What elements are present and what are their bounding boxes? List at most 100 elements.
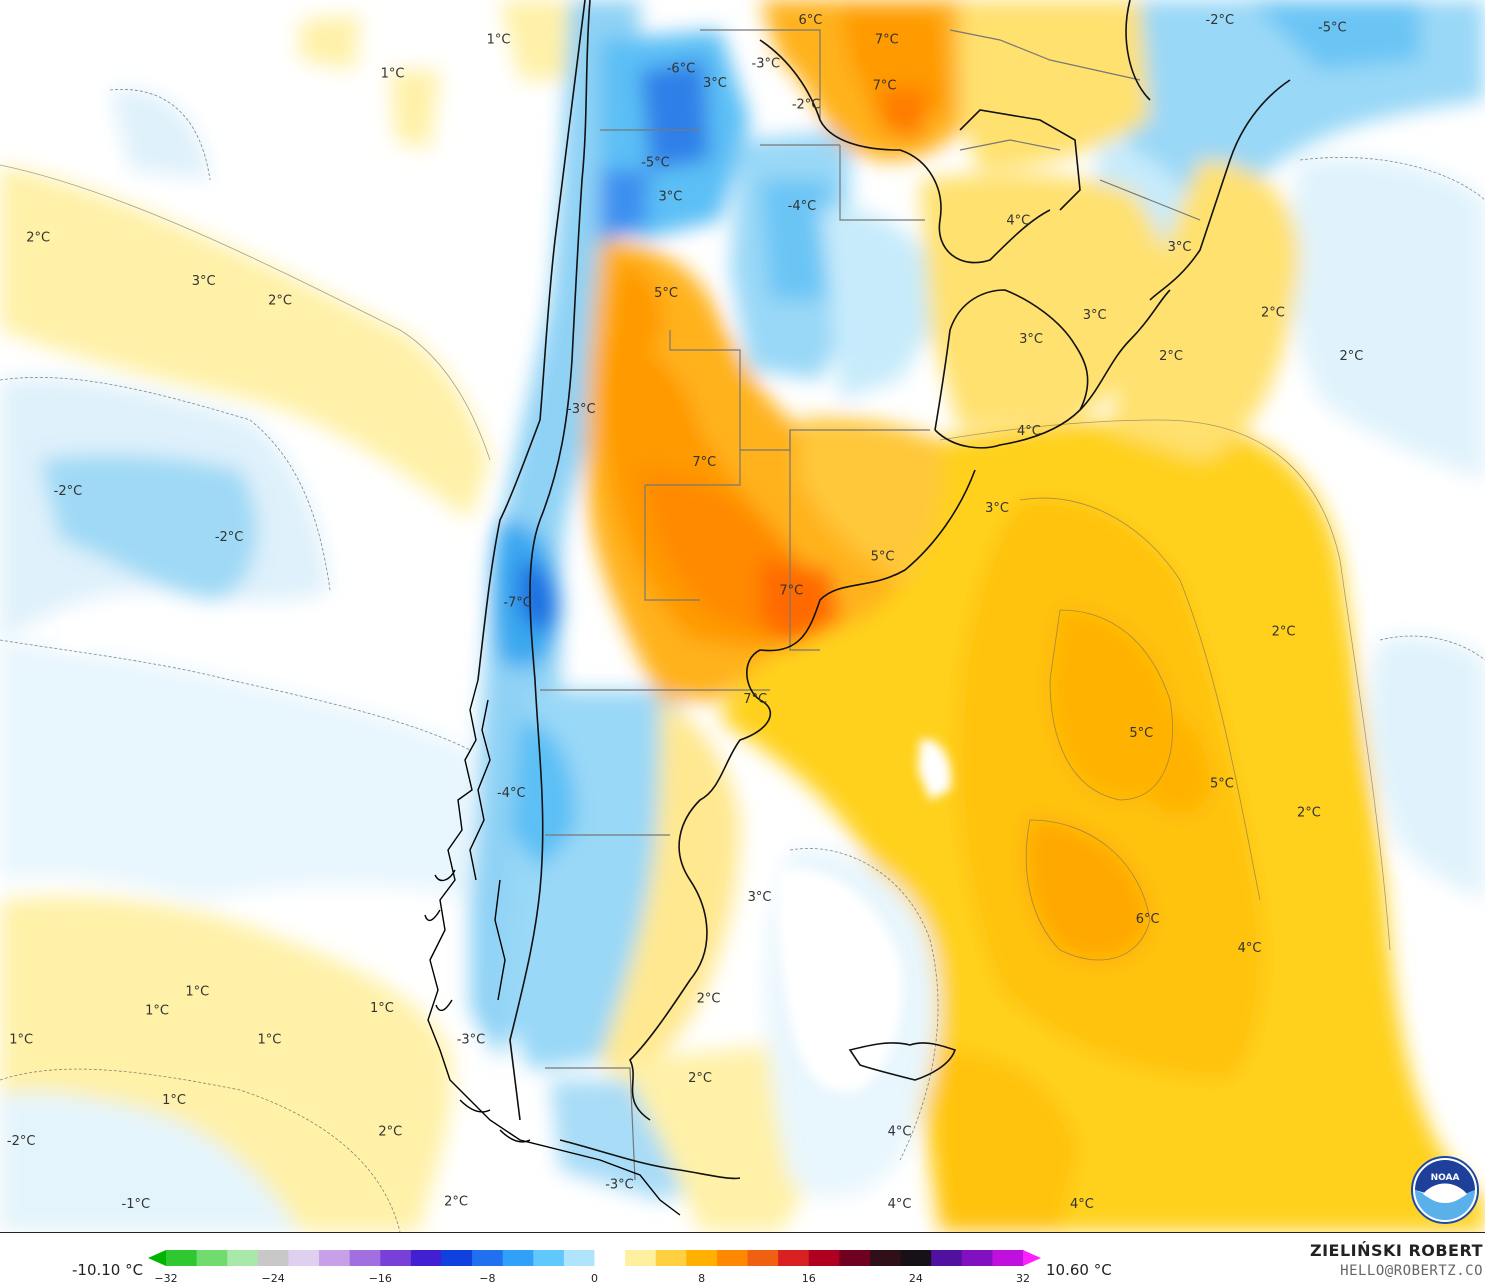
colorbar-tick-label: −16 (368, 1272, 392, 1285)
temperature-label: -2°C (215, 530, 244, 545)
colorbar-swatch (563, 1250, 596, 1266)
province-borders (540, 29, 1201, 1181)
temperature-label: 2°C (444, 1194, 468, 1209)
temperature-label: 2°C (268, 293, 292, 308)
archipelago (424, 679, 681, 1216)
colorbar-swatch (655, 1250, 687, 1266)
temperature-label: 1°C (257, 1033, 281, 1048)
temperature-label: 4°C (1238, 941, 1262, 956)
temperature-label: 3°C (703, 76, 727, 91)
temperature-anomaly-map: 1°C 1°C 6°C 7°C -2°C -5°C -6°C -3°C 3°C 7°C -2°C -5… (0, 0, 1485, 1233)
temperature-label: 4°C (1070, 1197, 1094, 1212)
temperature-label: 3°C (748, 890, 772, 905)
temperature-label: -2°C (54, 484, 83, 499)
colorbar-swatch (502, 1250, 534, 1266)
temperature-label: -3°C (567, 402, 596, 417)
colorbar-swatch (533, 1250, 565, 1266)
colorbar-swatch (992, 1250, 1024, 1266)
colorbar-swatch (625, 1250, 657, 1266)
author-name: ZIELIŃSKI ROBERT (1309, 1241, 1483, 1260)
colorbar-swatch (931, 1250, 963, 1266)
temperature-label: 1°C (145, 1004, 169, 1019)
colorbar-tick-label: −24 (261, 1272, 285, 1285)
temperature-label: -7°C (503, 595, 532, 610)
colorbar-swatch (227, 1250, 259, 1266)
colorbar-swatch (257, 1250, 290, 1266)
color-legend: -10.10 °C −32 −24 −16 −8 0 8 16 24 32 10.60 °C Z… (0, 1233, 1485, 1287)
colorbar-swatch (808, 1250, 840, 1266)
colorbar-swatch (319, 1250, 351, 1266)
colorbar-swatch (380, 1250, 412, 1266)
colorbar-swatch (869, 1250, 902, 1266)
colorbar-swatch (747, 1250, 779, 1266)
temperature-label: -2°C (1206, 13, 1235, 28)
temperature-label: 1°C (185, 984, 209, 999)
temperature-label: 4°C (1006, 214, 1030, 229)
colorbar-tick-label: −8 (479, 1272, 496, 1285)
colorbar-swatch (288, 1250, 320, 1266)
range-min-label: -10.10 °C (72, 1261, 144, 1279)
temperature-label: 6°C (798, 13, 822, 28)
temperature-label: -3°C (457, 1033, 486, 1048)
temperature-label: -4°C (788, 199, 817, 214)
temperature-label: 2°C (1261, 306, 1285, 321)
temperature-label: 5°C (871, 549, 895, 564)
colorbar-swatch (686, 1250, 718, 1266)
temperature-label: 5°C (1210, 777, 1234, 792)
temperature-label: 1°C (370, 1001, 394, 1016)
colorbar-swatch (472, 1250, 504, 1266)
temperature-label: -3°C (752, 57, 781, 72)
temperature-label: -3°C (605, 1178, 634, 1193)
colorbar-swatch (778, 1250, 810, 1266)
national-borders (477, 0, 1291, 1180)
temperature-label: 3°C (1083, 308, 1107, 323)
map-canvas: 1°C 1°C 6°C 7°C -2°C -5°C -6°C -3°C 3°C 7°C -2°C -5… (0, 0, 1485, 1232)
temperature-label: 7°C (875, 33, 899, 48)
temperature-label: 2°C (1159, 349, 1183, 364)
temperature-labels: 1°C 1°C 6°C 7°C -2°C -5°C -6°C -3°C 3°C 7°C -2°C -5… (7, 13, 1363, 1212)
colorbar-swatch (839, 1250, 871, 1266)
temperature-label: 2°C (1272, 624, 1296, 639)
temperature-label: 3°C (1168, 240, 1192, 255)
temperature-label: 2°C (1339, 349, 1363, 364)
colorbar-max-arrow (1023, 1250, 1041, 1266)
colorbar-swatch (166, 1250, 198, 1266)
temperature-label: 7°C (873, 78, 897, 93)
noaa-logo: NOAA (1411, 1156, 1479, 1224)
colorbar-tick-label: 16 (801, 1272, 816, 1285)
temperature-label: 2°C (1297, 806, 1321, 821)
color-bar (148, 1250, 1041, 1266)
temperature-label: 2°C (378, 1124, 402, 1139)
temperature-label: 5°C (654, 286, 678, 301)
colorbar-swatch (900, 1250, 932, 1266)
colorbar-swatch (349, 1250, 381, 1266)
temperature-label: 1°C (487, 33, 511, 48)
colorbar-swatch (196, 1250, 228, 1266)
temperature-label: -5°C (641, 156, 670, 171)
temperature-label: -2°C (7, 1134, 36, 1149)
colorbar-swatch (716, 1250, 749, 1266)
temperature-label: -5°C (1318, 20, 1347, 35)
temperature-label: 5°C (1129, 726, 1153, 741)
temperature-label: 3°C (192, 274, 216, 289)
temperature-label: 1°C (9, 1033, 33, 1048)
temperature-label: 6°C (1136, 912, 1160, 927)
neutral-zones (60, 619, 951, 1092)
temperature-label: 7°C (779, 583, 803, 598)
temperature-label: -1°C (122, 1197, 151, 1212)
noaa-logo-text: NOAA (1431, 1173, 1460, 1183)
colorbar-swatch (594, 1250, 626, 1266)
temperature-label: 3°C (1019, 332, 1043, 347)
temperature-label: 2°C (697, 992, 721, 1007)
temperature-label: -4°C (497, 786, 526, 801)
temperature-label: -6°C (667, 62, 696, 77)
colorbar-tick-label: 24 (908, 1272, 923, 1285)
temperature-label: -2°C (792, 98, 821, 113)
temperature-label: 2°C (688, 1071, 712, 1086)
temperature-label: 1°C (162, 1093, 186, 1108)
temperature-label: 1°C (381, 66, 405, 81)
colorbar-min-arrow (148, 1250, 166, 1266)
colorbar-swatch (410, 1250, 443, 1266)
range-max-label: 10.60 °C (1046, 1261, 1112, 1279)
contour-lines (0, 88, 1485, 1232)
